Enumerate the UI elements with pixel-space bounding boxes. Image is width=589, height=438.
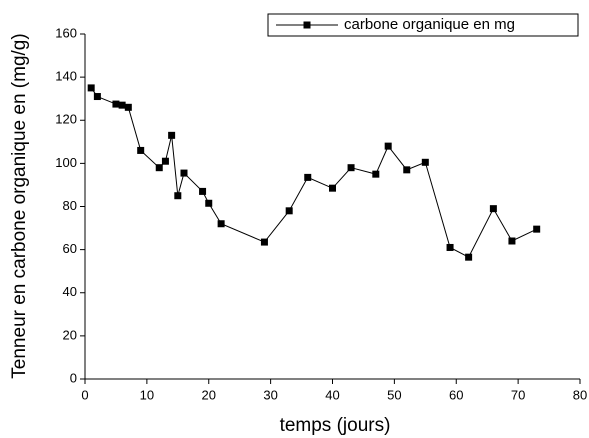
- x-tick-label: 70: [511, 387, 525, 402]
- marker: [168, 131, 176, 139]
- marker: [155, 164, 163, 172]
- marker: [508, 237, 516, 245]
- marker: [304, 173, 312, 181]
- x-tick-label: 40: [325, 387, 339, 402]
- marker: [217, 220, 225, 228]
- legend-marker: [303, 21, 311, 29]
- y-tick-label: 160: [55, 25, 77, 40]
- marker: [137, 146, 145, 154]
- marker: [124, 103, 132, 111]
- marker: [285, 207, 293, 215]
- x-tick-label: 30: [263, 387, 277, 402]
- marker: [118, 101, 126, 109]
- marker: [112, 100, 120, 108]
- marker: [446, 243, 454, 251]
- marker: [372, 170, 380, 178]
- y-axis-title: Tenneur en carbone organique en (mg/g): [9, 33, 30, 378]
- marker: [87, 84, 95, 92]
- x-tick-label: 20: [202, 387, 216, 402]
- x-tick-label: 50: [387, 387, 401, 402]
- marker: [489, 205, 497, 213]
- marker: [465, 253, 473, 261]
- marker: [174, 192, 182, 200]
- legend-label: carbone organique en mg: [344, 16, 515, 33]
- y-tick-label: 60: [63, 241, 77, 256]
- marker: [161, 157, 169, 165]
- marker: [199, 187, 207, 195]
- x-axis-title: temps (jours): [280, 415, 391, 436]
- x-tick-label: 80: [573, 387, 587, 402]
- y-tick-label: 100: [55, 155, 77, 170]
- marker: [533, 225, 541, 233]
- marker: [329, 184, 336, 192]
- x-tick-label: 10: [140, 387, 154, 402]
- y-tick-label: 140: [55, 69, 77, 84]
- y-tick-label: 120: [55, 112, 77, 127]
- y-tick-label: 80: [63, 198, 77, 213]
- x-tick-label: 60: [449, 387, 463, 402]
- marker: [421, 158, 429, 166]
- marker: [205, 199, 213, 207]
- series-line: [90, 87, 537, 258]
- marker: [347, 164, 355, 172]
- y-tick-label: 0: [70, 370, 77, 385]
- y-tick-label: 40: [63, 284, 77, 299]
- marker: [260, 238, 268, 246]
- marker: [403, 166, 411, 174]
- marker: [180, 169, 188, 177]
- x-tick-label: 0: [81, 387, 88, 402]
- y-tick-label: 20: [63, 327, 77, 342]
- marker: [93, 93, 101, 101]
- legend-box: [267, 13, 579, 37]
- marker: [384, 142, 392, 150]
